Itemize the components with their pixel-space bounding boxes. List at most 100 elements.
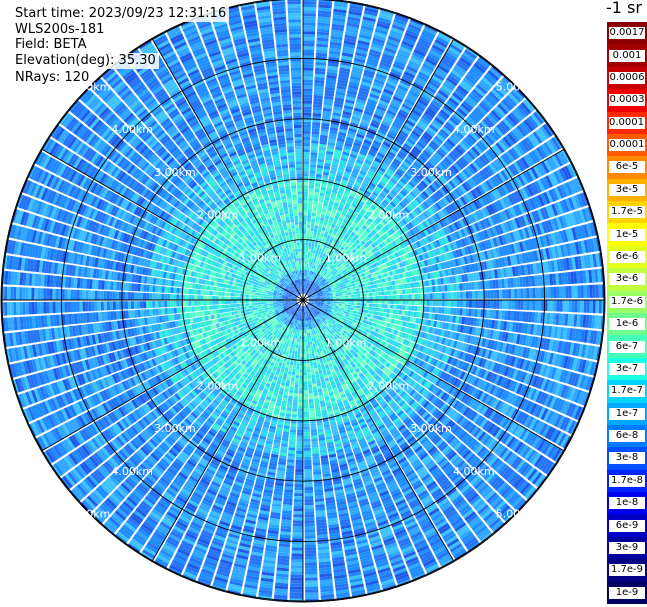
data-cell <box>371 87 382 94</box>
data-cell <box>324 260 328 265</box>
data-cell <box>363 10 378 17</box>
data-cell <box>338 188 345 193</box>
data-cell <box>371 307 376 311</box>
data-cell <box>318 257 322 262</box>
data-cell <box>367 198 374 205</box>
data-cell <box>390 125 400 132</box>
data-cell <box>303 291 305 294</box>
data-cell <box>375 186 383 192</box>
data-cell <box>346 25 359 31</box>
data-cell <box>490 290 494 299</box>
data-cell <box>335 177 342 182</box>
data-cell <box>589 284 593 298</box>
data-cell <box>317 28 330 33</box>
data-cell <box>316 266 320 271</box>
data-cell <box>354 181 362 187</box>
data-cell <box>387 295 391 300</box>
data-cell <box>496 289 500 299</box>
data-cell <box>315 182 321 187</box>
data-cell <box>367 57 379 64</box>
data-cell <box>327 62 339 68</box>
data-cell <box>359 150 367 157</box>
data-cell <box>371 162 379 169</box>
data-cell <box>309 239 312 244</box>
data-cell <box>373 81 384 88</box>
data-cell <box>303 203 308 207</box>
data-cell <box>395 90 406 98</box>
data-cell <box>339 162 346 168</box>
data-cell <box>474 290 479 299</box>
data-cell <box>388 74 400 82</box>
data-cell <box>391 98 402 106</box>
data-cell <box>553 300 557 312</box>
data-cell <box>333 296 337 299</box>
data-cell <box>311 246 314 250</box>
data-cell <box>595 300 599 314</box>
data-cell <box>511 300 515 310</box>
data-cell <box>352 66 364 72</box>
data-cell <box>312 113 322 117</box>
data-cell <box>417 300 421 306</box>
data-cell <box>356 98 366 105</box>
data-cell <box>318 271 321 275</box>
data-cell <box>316 43 328 48</box>
data-cell <box>462 51 476 62</box>
data-cell <box>317 207 322 212</box>
data-cell <box>330 167 338 172</box>
data-cell <box>304 285 306 289</box>
data-cell <box>303 230 307 234</box>
data-cell <box>303 46 315 50</box>
data-cell <box>398 49 411 57</box>
data-cell <box>390 145 399 153</box>
data-cell <box>377 102 388 109</box>
data-cell <box>375 134 385 141</box>
data-cell <box>370 179 378 186</box>
data-cell <box>550 300 554 312</box>
data-cell <box>303 118 312 122</box>
data-cell <box>309 176 315 180</box>
data-cell <box>343 43 356 49</box>
data-cell <box>360 25 374 32</box>
data-cell <box>444 307 448 315</box>
data-cell <box>404 98 415 106</box>
data-cell <box>303 97 313 101</box>
data-cell <box>303 248 306 252</box>
data-cell <box>308 276 311 280</box>
data-cell <box>303 34 315 38</box>
data-cell <box>367 128 377 134</box>
data-cell <box>362 19 376 26</box>
data-cell <box>327 232 332 237</box>
data-cell <box>453 307 457 315</box>
data-cell <box>577 300 581 313</box>
data-cell <box>394 15 409 23</box>
data-cell <box>456 291 460 299</box>
data-cell <box>414 79 426 88</box>
data-cell <box>363 203 370 210</box>
data-cell <box>332 293 336 296</box>
data-cell <box>405 119 416 127</box>
data-cell <box>355 195 362 201</box>
data-cell <box>304 282 306 286</box>
data-cell <box>305 279 308 283</box>
data-cell <box>307 212 312 216</box>
data-cell <box>324 218 329 223</box>
data-cell <box>317 241 322 246</box>
data-cell <box>306 288 308 292</box>
data-cell <box>346 22 360 28</box>
data-cell <box>411 109 422 117</box>
data-cell <box>342 148 351 154</box>
data-cell <box>416 43 429 52</box>
data-cell <box>418 120 428 129</box>
data-cell <box>377 169 385 176</box>
data-cell <box>586 300 590 313</box>
data-cell <box>314 243 318 248</box>
data-cell <box>426 55 439 64</box>
data-cell <box>314 240 319 245</box>
data-cell <box>343 288 348 291</box>
data-cell <box>502 300 506 310</box>
data-cell <box>307 254 310 259</box>
data-cell <box>362 181 369 188</box>
data-cell <box>571 285 575 298</box>
data-cell <box>376 105 387 112</box>
data-cell <box>324 231 329 235</box>
